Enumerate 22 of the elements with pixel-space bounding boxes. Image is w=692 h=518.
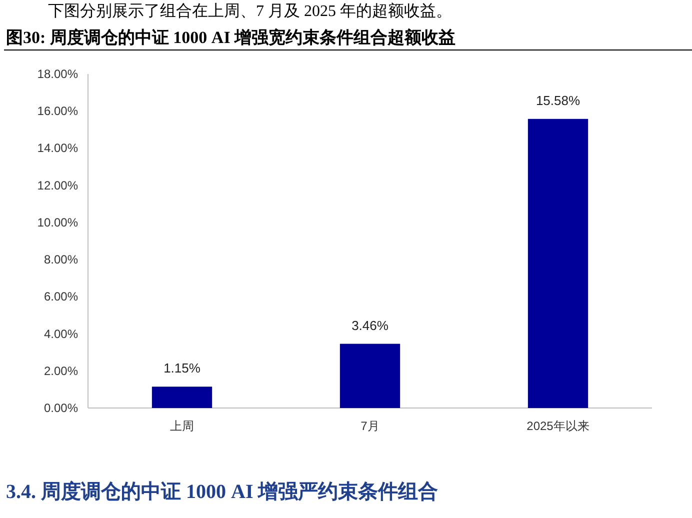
y-tick-label: 0.00% [44,401,78,415]
y-tick-label: 12.00% [37,178,78,192]
data-label: 1.15% [164,360,201,376]
y-tick-label: 4.00% [44,326,78,341]
x-tick-label: 7月 [360,419,380,433]
x-tick-label: 上周 [170,419,194,433]
y-tick-label: 16.00% [37,104,78,118]
y-tick-label: 6.00% [44,290,78,304]
y-tick-label: 8.00% [44,252,78,267]
text: 下图分别展示了组合在上周、7 月及 2025 年的超额收益。 [48,2,452,20]
y-tick-label: 14.00% [37,141,78,156]
bar [152,386,212,408]
bar [340,344,400,408]
chart-title: 图30: 周度调仓的中证 1000 AI 增强宽约束条件组合超额收益 [6,28,456,47]
x-tick-label: 2025年以来 [526,419,590,433]
y-tick-label: 10.00% [37,215,78,230]
data-label: 3.46% [352,318,389,333]
bar [528,118,588,408]
y-tick-label: 18.00% [37,67,78,81]
data-label: 15.58% [536,92,580,108]
y-tick-label: 2.00% [44,364,78,378]
text: 3.4. 周度调仓的中证 1000 AI 增强严约束条件组合 [6,480,438,503]
